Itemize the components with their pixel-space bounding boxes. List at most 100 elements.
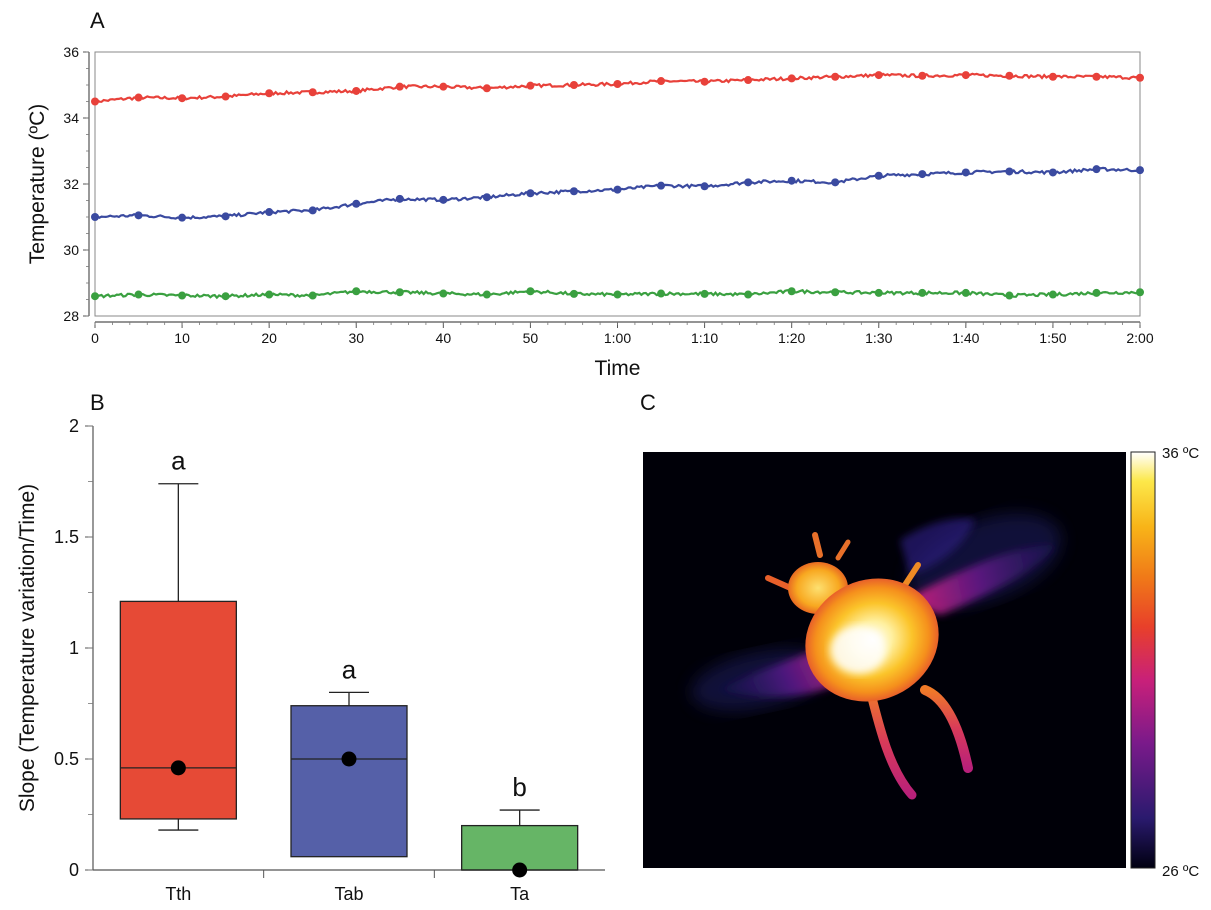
antenna-2 <box>835 539 851 561</box>
significance-letter: a <box>171 446 186 476</box>
series-point-0 <box>744 76 753 85</box>
series-point-2 <box>308 291 317 300</box>
y-tick-label: 36 <box>63 44 79 60</box>
series-point-0 <box>657 77 666 86</box>
leg-1 <box>865 685 917 800</box>
x-tick-label: 20 <box>261 330 277 346</box>
series-point-0 <box>918 71 927 80</box>
series-point-2 <box>657 289 666 298</box>
series-point-0 <box>482 84 491 93</box>
y-tick-label: 1 <box>69 638 79 658</box>
series-point-0 <box>91 97 99 106</box>
series-point-0 <box>1048 72 1057 81</box>
x-tick-label: 30 <box>348 330 364 346</box>
series-line-0 <box>94 72 1141 104</box>
significance-letter: b <box>512 772 526 802</box>
series-point-1 <box>134 211 143 220</box>
x-tick-label: 10 <box>174 330 190 346</box>
box-plot-chart: 0 0.5 1 1.5 2 Slope (Temperature variation/Ti… <box>16 416 605 904</box>
box-Tab <box>290 705 408 858</box>
series-point-1 <box>352 199 361 208</box>
series-point-0 <box>1005 71 1014 80</box>
series-point-2 <box>569 289 578 298</box>
box-Tth <box>119 600 237 820</box>
x-tick-label: 1:10 <box>691 330 718 346</box>
series-point-2 <box>1092 288 1101 297</box>
y-tick-label: 1.5 <box>54 527 79 547</box>
series-point-0 <box>874 71 883 80</box>
series-point-2 <box>613 290 622 299</box>
right-wing <box>905 545 1055 615</box>
series-point-1 <box>526 189 535 198</box>
line-chart: 28 30 32 34 36 0 10 20 30 40 50 1:00 1:10 1:20 1:30 1:4… <box>26 44 1154 380</box>
x-tick-label: 1:40 <box>952 330 979 346</box>
series-point-0 <box>526 81 535 90</box>
series-point-1 <box>178 213 187 222</box>
series-point-0 <box>178 94 187 103</box>
series-point-0 <box>700 77 709 86</box>
y-tick-label: 28 <box>63 308 79 324</box>
series-point-2 <box>439 289 448 298</box>
series-point-0 <box>1136 73 1144 82</box>
y-axis-title: Slope (Temperature variation/Time) <box>16 484 39 812</box>
series-point-1 <box>961 168 970 177</box>
series-point-1 <box>700 182 709 191</box>
series-point-1 <box>831 178 840 187</box>
series-point-1 <box>874 171 883 180</box>
series-point-1 <box>395 194 404 203</box>
y-tick-label: 0.5 <box>54 749 79 769</box>
y-tick-label: 34 <box>63 110 79 126</box>
series-point-1 <box>744 178 753 187</box>
series-point-1 <box>569 187 578 196</box>
series-point-0 <box>134 93 143 102</box>
series-point-0 <box>439 82 448 91</box>
antenna-1 <box>812 532 823 558</box>
panel-c-label: C <box>640 390 656 415</box>
mean-point <box>170 760 186 776</box>
series-point-1 <box>308 206 317 215</box>
series-point-1 <box>787 176 796 185</box>
colorbar <box>1130 451 1156 869</box>
series-point-1 <box>1092 165 1101 174</box>
x-tick-label: 1:20 <box>778 330 805 346</box>
x-tick-label: 1:00 <box>604 330 631 346</box>
mean-point <box>512 862 528 878</box>
series-point-1 <box>482 193 491 202</box>
series-point-2 <box>831 288 840 297</box>
x-tick-label: 1:30 <box>865 330 892 346</box>
series-point-2 <box>178 291 187 300</box>
series-point-1 <box>1005 167 1014 176</box>
series-point-0 <box>961 71 970 80</box>
series-point-2 <box>918 288 927 297</box>
y-axis-title: Temperature (ºC) <box>26 104 49 265</box>
series-point-2 <box>134 290 143 299</box>
leg-4 <box>902 562 921 588</box>
series-point-2 <box>395 288 404 297</box>
series-point-0 <box>265 89 274 98</box>
y-tick-label: 2 <box>69 416 79 436</box>
x-tick-label: Tab <box>334 884 363 904</box>
series-point-2 <box>744 290 753 299</box>
series-point-0 <box>569 81 578 89</box>
series-point-0 <box>831 72 840 81</box>
x-tick-label: Tth <box>165 884 191 904</box>
x-tick-label: 2:00 <box>1126 330 1153 346</box>
series-point-2 <box>91 292 99 301</box>
series-point-2 <box>1136 288 1144 297</box>
x-tick-label: 0 <box>91 330 99 346</box>
y-tick-label: 0 <box>69 860 79 880</box>
series-point-0 <box>221 92 230 101</box>
series-point-2 <box>221 292 230 301</box>
series-point-1 <box>439 195 448 204</box>
series-point-2 <box>1048 290 1057 299</box>
significance-letter: a <box>342 654 357 684</box>
series-point-2 <box>482 290 491 299</box>
colorbar-max-label: 36 ºC <box>1162 445 1199 462</box>
x-axis-title: Time <box>595 357 641 380</box>
series-point-0 <box>352 86 361 95</box>
x-tick-label: 40 <box>436 330 452 346</box>
series-point-2 <box>700 289 709 298</box>
x-tick-label: 1:50 <box>1039 330 1066 346</box>
right-upper-wing <box>900 518 975 575</box>
series-point-0 <box>308 88 317 97</box>
